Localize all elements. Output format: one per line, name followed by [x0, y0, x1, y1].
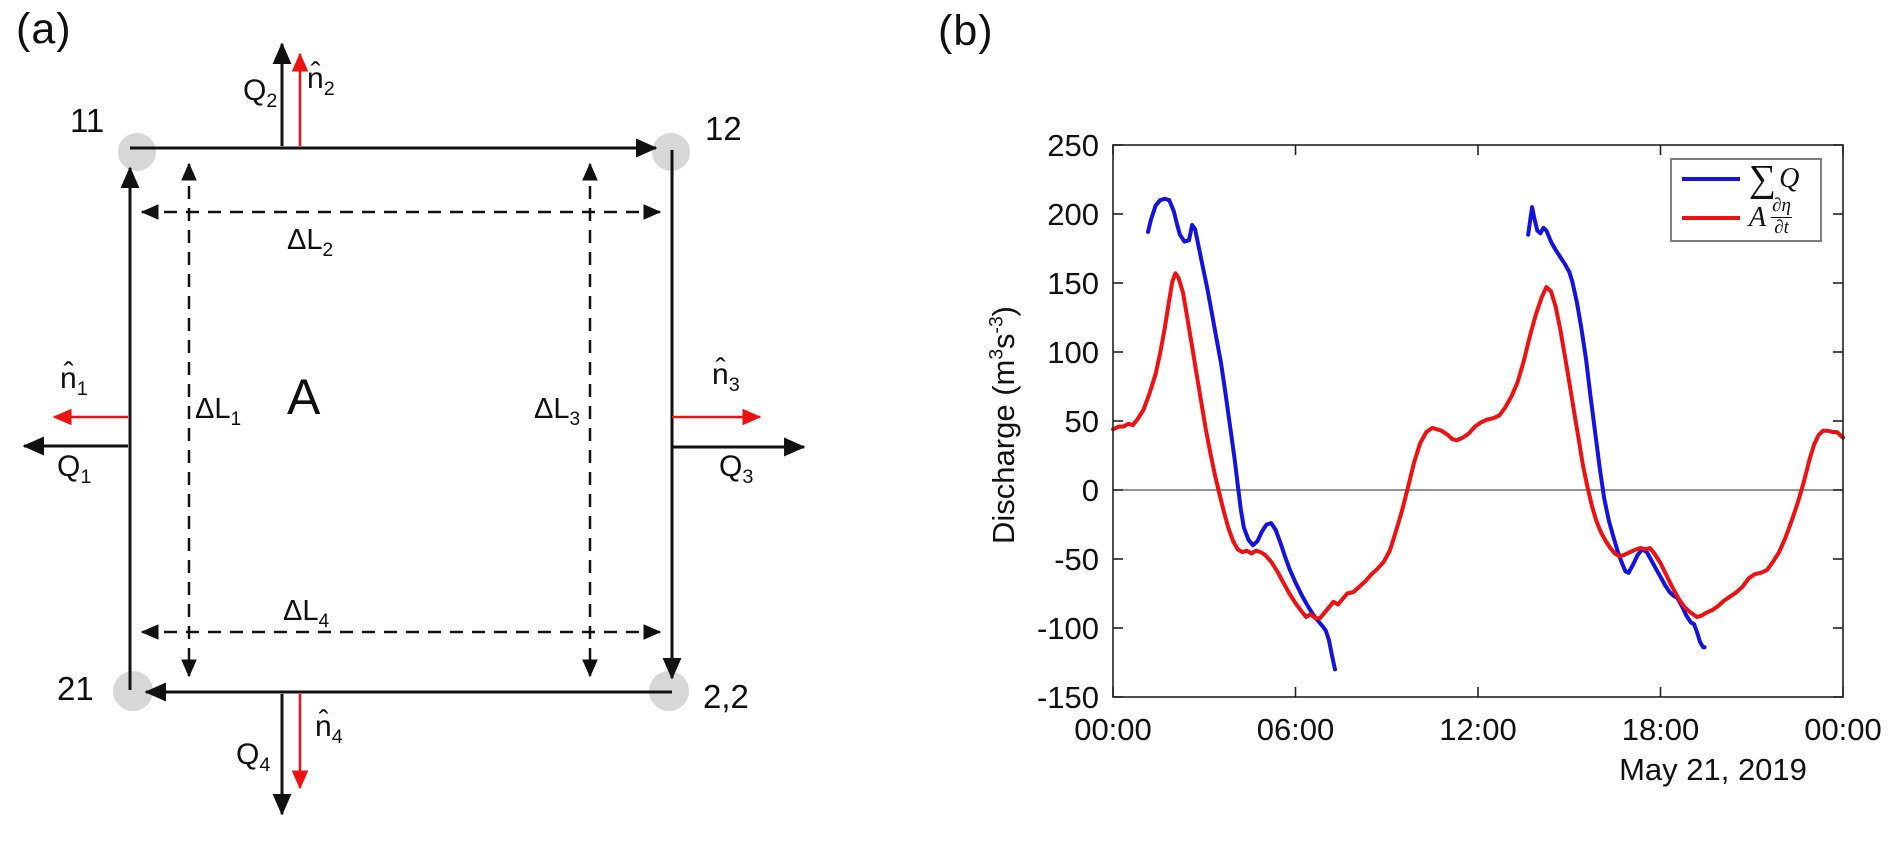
diagram-canvas [22, 42, 806, 816]
y-tick-label: -150 [1037, 680, 1099, 715]
y-tick-label: 0 [1082, 473, 1099, 508]
n3-label: n̂3 [712, 358, 740, 396]
legend-entry-AdEtaDt: A ∂η ∂t [1682, 195, 1814, 239]
x-tick-label: 00:00 [1804, 712, 1882, 747]
dL4-label: ΔL4 [283, 595, 330, 632]
panel-a-tag: (a) [16, 5, 72, 53]
q4-label: Q4 [236, 738, 271, 776]
node-11-label: 11 [70, 102, 105, 139]
node-21-dot [113, 671, 153, 711]
panel-b-tag: (b) [938, 7, 994, 55]
legend-entry-sumQ: ∑ Q [1682, 158, 1814, 200]
panel-a-diagram: (a) 11 12 21 2,2 A Q2 n̂2 Q1 n̂1 Q3 n̂3 … [0, 0, 900, 845]
y-tick-label: 150 [1047, 266, 1099, 301]
q1-label: Q1 [57, 450, 92, 488]
dL3-label: ΔL3 [534, 393, 581, 430]
x-tick-label: 06:00 [1257, 712, 1335, 747]
n2-label: n̂2 [307, 62, 335, 100]
x-tick-label: 00:00 [1074, 712, 1152, 747]
n4-label: n̂4 [315, 710, 343, 748]
q2-label: Q2 [243, 74, 278, 112]
series-sumQ [1146, 196, 1337, 672]
q3-label: Q3 [719, 450, 754, 488]
legend-label-sumQ: ∑ Q [1749, 158, 1800, 200]
y-tick-label: 100 [1047, 335, 1099, 370]
series-sumQ [1526, 205, 1707, 650]
legend-line-red [1682, 215, 1740, 220]
node-21-label: 21 [57, 670, 94, 707]
legend-line-blue [1682, 177, 1740, 182]
x-tick-label: 12:00 [1439, 712, 1517, 747]
node-11-dot [118, 133, 156, 171]
x-axis-date-label: May 21, 2019 [1619, 752, 1807, 787]
x-tick-label: 18:00 [1622, 712, 1700, 747]
dL1-label: ΔL1 [195, 393, 242, 430]
area-label: A [287, 369, 321, 425]
series-AdEtaDt [1111, 271, 1845, 621]
n1-label: n̂1 [60, 362, 88, 400]
node-12-label: 12 [705, 110, 742, 147]
y-tick-label: -100 [1037, 611, 1099, 646]
node-22-label: 2,2 [703, 678, 749, 715]
panel-b-chart: (b) 250 200 150 100 50 0 -50 -100 -150 00:00 06:00… [900, 0, 1892, 845]
y-tick-label: 50 [1065, 404, 1099, 439]
dL2-label: ΔL2 [287, 224, 334, 261]
legend-label-AdEtaDt: A ∂η ∂t [1749, 195, 1792, 239]
y-tick-label: -50 [1054, 542, 1099, 577]
y-axis-title: Discharge (m3s-3) [986, 306, 1021, 544]
y-tick-label: 200 [1047, 197, 1099, 232]
y-tick-label: 250 [1047, 128, 1099, 163]
chart-legend: ∑ Q A ∂η ∂t [1670, 158, 1822, 242]
